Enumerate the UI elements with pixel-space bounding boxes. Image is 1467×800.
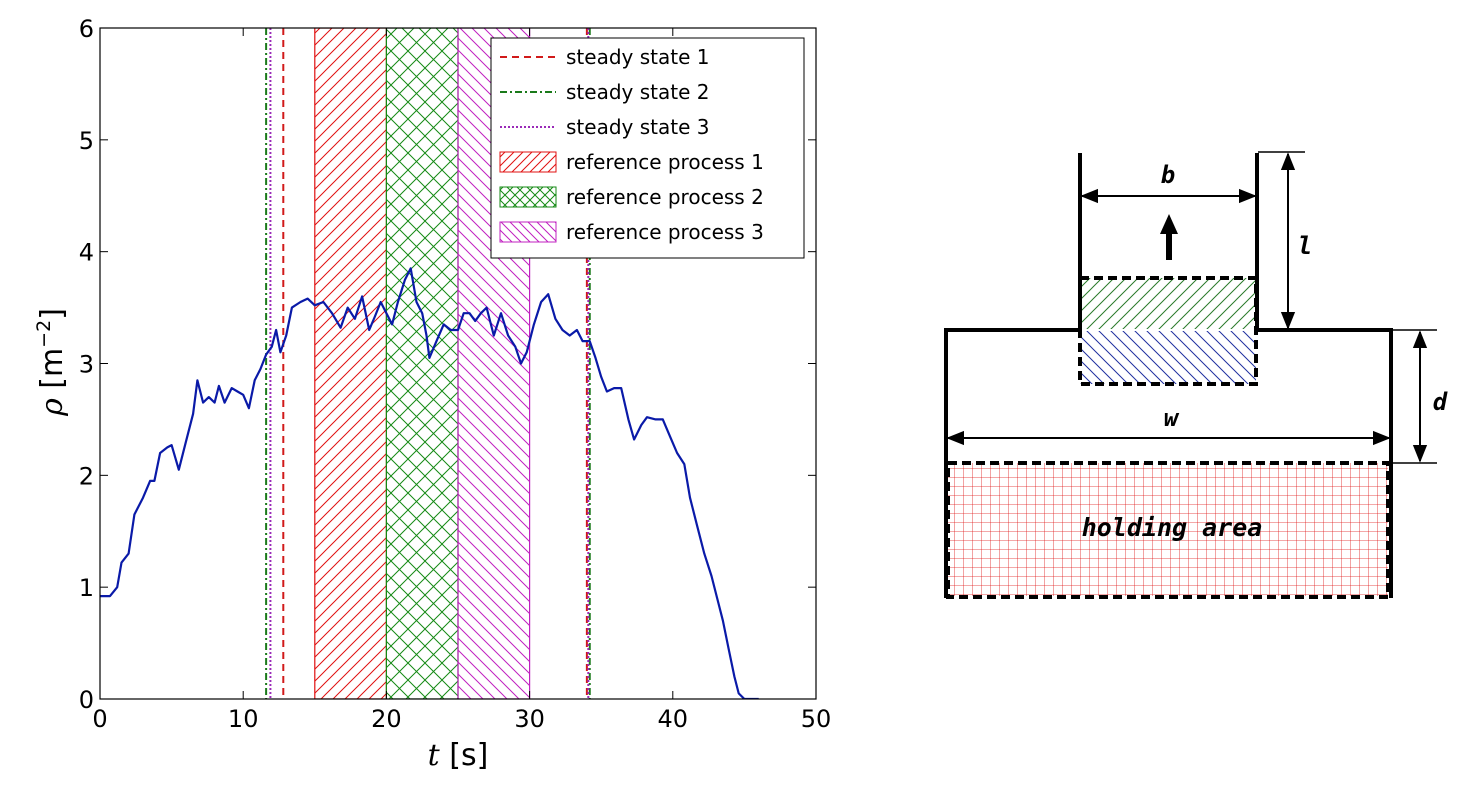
x-tick-label: 30 (514, 705, 545, 733)
y-axis-label: ρ [m−2] (33, 308, 70, 417)
measurement-area-boundary (1078, 276, 1258, 386)
y-tick-label: 0 (79, 686, 94, 714)
legend-box (490, 37, 805, 259)
label-b: b (1161, 161, 1175, 189)
corridor-hatch (1080, 278, 1256, 329)
legend-reference-process-2-label: reference process 2 (566, 185, 764, 209)
legend-reference-process-3-swatch (499, 221, 557, 243)
legend-reference-process-3-label: reference process 3 (566, 220, 764, 244)
y-axis-var: ρ (35, 398, 70, 417)
y-axis-ticks: 0 1 2 3 4 5 6 (79, 15, 816, 714)
density-line-1 (100, 267, 759, 699)
legend: steady state 1 steady state 2 steady state… (490, 37, 805, 259)
x-tick-label: 20 (371, 705, 402, 733)
x-tick-label: 50 (801, 705, 832, 733)
legend-steady-state-2-label: steady state 2 (566, 80, 709, 104)
flow-direction-arrow-icon (1160, 214, 1178, 260)
legend-steady-state-3-label: steady state 3 (566, 115, 709, 139)
label-d: d (1433, 388, 1448, 416)
legend-steady-state-1-label: steady state 1 (566, 45, 709, 69)
holding-area-label: holding area (1082, 513, 1263, 542)
y-tick-label: 5 (79, 127, 94, 155)
label-l: l (1298, 232, 1312, 260)
holding-area-grid (948, 463, 1388, 596)
legend-reference-process-1-label: reference process 1 (566, 150, 764, 174)
x-axis-label: t [s] (428, 738, 489, 773)
x-tick-label: 40 (658, 705, 689, 733)
x-tick-label: 10 (228, 705, 259, 733)
entrance-hatch (1080, 331, 1256, 384)
y-tick-label: 6 (79, 15, 94, 43)
legend-reference-process-2-swatch (499, 186, 557, 208)
x-axis-var: t (428, 738, 441, 773)
holding-area-boundary (946, 461, 1390, 599)
x-tick-label: 0 (92, 705, 107, 733)
y-tick-label: 4 (79, 239, 94, 267)
reference-process-2-span (385, 28, 459, 699)
y-axis-exponent: −2 (33, 320, 55, 348)
left-wall (944, 153, 1082, 598)
y-tick-label: 2 (79, 462, 94, 490)
x-axis-unit: [s] (440, 738, 489, 773)
reference-process-1-span (314, 28, 387, 699)
legend-reference-process-1-swatch (499, 151, 557, 173)
label-w: w (1164, 404, 1180, 432)
density-time-chart: 0 10 20 30 40 50 0 1 2 3 4 5 6 t [s] ρ [m−2] steady… (33, 15, 831, 773)
density-series (100, 267, 759, 699)
y-axis-unit: [m (35, 348, 70, 398)
geometry-diagram: b l d w holding area (944, 151, 1448, 599)
y-axis-bracket: ] (35, 308, 70, 320)
x-axis-ticks: 0 10 20 30 40 50 (92, 28, 831, 733)
y-tick-label: 1 (79, 574, 94, 602)
right-wall (1255, 153, 1393, 598)
y-tick-label: 3 (79, 351, 94, 379)
